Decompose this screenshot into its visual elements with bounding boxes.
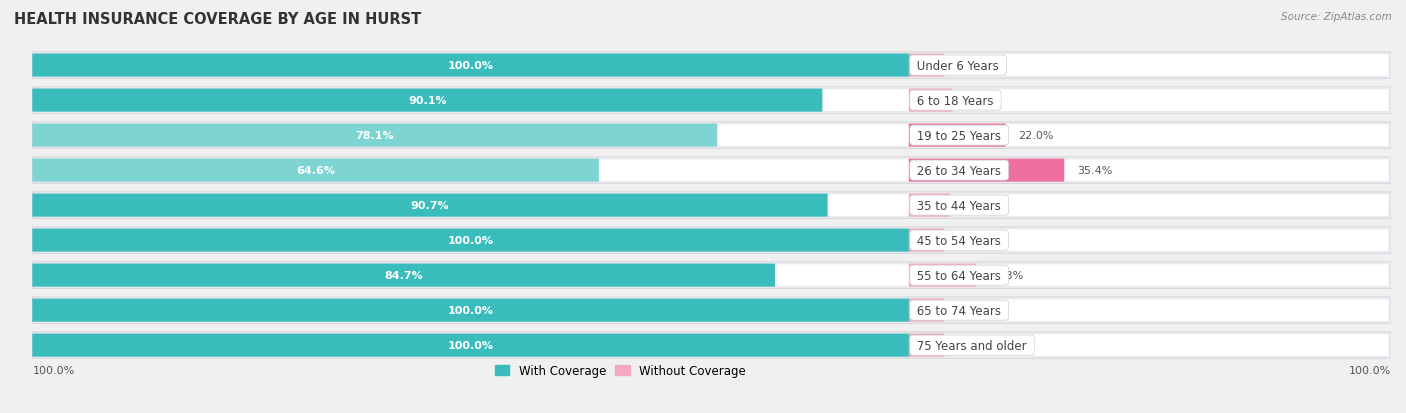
Text: 65 to 74 Years: 65 to 74 Years	[914, 304, 1005, 317]
FancyBboxPatch shape	[908, 159, 1064, 182]
FancyBboxPatch shape	[32, 123, 1391, 149]
FancyBboxPatch shape	[32, 157, 1391, 184]
FancyBboxPatch shape	[32, 55, 910, 78]
Text: 0.0%: 0.0%	[957, 61, 986, 71]
FancyBboxPatch shape	[32, 124, 717, 147]
Text: 0.0%: 0.0%	[957, 340, 986, 350]
Text: Source: ZipAtlas.com: Source: ZipAtlas.com	[1281, 12, 1392, 22]
FancyBboxPatch shape	[32, 159, 599, 182]
FancyBboxPatch shape	[32, 88, 1391, 114]
Text: 55 to 64 Years: 55 to 64 Years	[914, 269, 1005, 282]
Text: 9.4%: 9.4%	[963, 201, 991, 211]
FancyBboxPatch shape	[32, 264, 775, 287]
FancyBboxPatch shape	[35, 125, 1389, 147]
FancyBboxPatch shape	[35, 230, 1389, 252]
FancyBboxPatch shape	[35, 160, 1389, 182]
FancyBboxPatch shape	[35, 90, 1389, 112]
Text: 64.6%: 64.6%	[297, 166, 335, 176]
FancyBboxPatch shape	[32, 89, 823, 112]
FancyBboxPatch shape	[908, 194, 950, 217]
Text: 19 to 25 Years: 19 to 25 Years	[914, 129, 1005, 142]
Text: 0.0%: 0.0%	[957, 305, 986, 316]
Text: 78.1%: 78.1%	[356, 131, 394, 141]
Text: 90.1%: 90.1%	[408, 96, 447, 106]
FancyBboxPatch shape	[35, 299, 1389, 321]
FancyBboxPatch shape	[32, 332, 1391, 358]
Text: 15.3%: 15.3%	[990, 271, 1025, 280]
Text: 9.9%: 9.9%	[966, 96, 994, 106]
Text: Under 6 Years: Under 6 Years	[914, 59, 1002, 72]
Text: 100.0%: 100.0%	[447, 340, 494, 350]
Text: 100.0%: 100.0%	[447, 61, 494, 71]
Legend: With Coverage, Without Coverage: With Coverage, Without Coverage	[491, 360, 751, 382]
FancyBboxPatch shape	[32, 192, 1391, 219]
Text: 100.0%: 100.0%	[1348, 366, 1391, 375]
FancyBboxPatch shape	[32, 334, 910, 357]
FancyBboxPatch shape	[32, 227, 1391, 254]
FancyBboxPatch shape	[35, 195, 1389, 216]
Text: 6 to 18 Years: 6 to 18 Years	[914, 95, 998, 107]
FancyBboxPatch shape	[32, 299, 910, 322]
FancyBboxPatch shape	[908, 299, 945, 322]
FancyBboxPatch shape	[908, 124, 1005, 147]
FancyBboxPatch shape	[908, 229, 945, 252]
Text: 100.0%: 100.0%	[447, 305, 494, 316]
FancyBboxPatch shape	[908, 89, 952, 112]
Text: 100.0%: 100.0%	[447, 235, 494, 246]
FancyBboxPatch shape	[32, 194, 828, 217]
Text: 100.0%: 100.0%	[32, 366, 75, 375]
FancyBboxPatch shape	[908, 264, 976, 287]
Text: 22.0%: 22.0%	[1018, 131, 1054, 141]
FancyBboxPatch shape	[32, 229, 910, 252]
FancyBboxPatch shape	[908, 55, 945, 78]
FancyBboxPatch shape	[35, 265, 1389, 286]
Text: 35 to 44 Years: 35 to 44 Years	[914, 199, 1005, 212]
FancyBboxPatch shape	[32, 297, 1391, 324]
Text: 90.7%: 90.7%	[411, 201, 450, 211]
Text: 75 Years and older: 75 Years and older	[914, 339, 1031, 352]
FancyBboxPatch shape	[35, 55, 1389, 77]
FancyBboxPatch shape	[35, 335, 1389, 356]
FancyBboxPatch shape	[32, 53, 1391, 79]
FancyBboxPatch shape	[32, 262, 1391, 289]
Text: 45 to 54 Years: 45 to 54 Years	[914, 234, 1005, 247]
Text: 26 to 34 Years: 26 to 34 Years	[914, 164, 1005, 177]
Text: 35.4%: 35.4%	[1077, 166, 1112, 176]
Text: 84.7%: 84.7%	[384, 271, 423, 280]
FancyBboxPatch shape	[908, 334, 945, 357]
Text: 0.0%: 0.0%	[957, 235, 986, 246]
Text: HEALTH INSURANCE COVERAGE BY AGE IN HURST: HEALTH INSURANCE COVERAGE BY AGE IN HURS…	[14, 12, 422, 27]
